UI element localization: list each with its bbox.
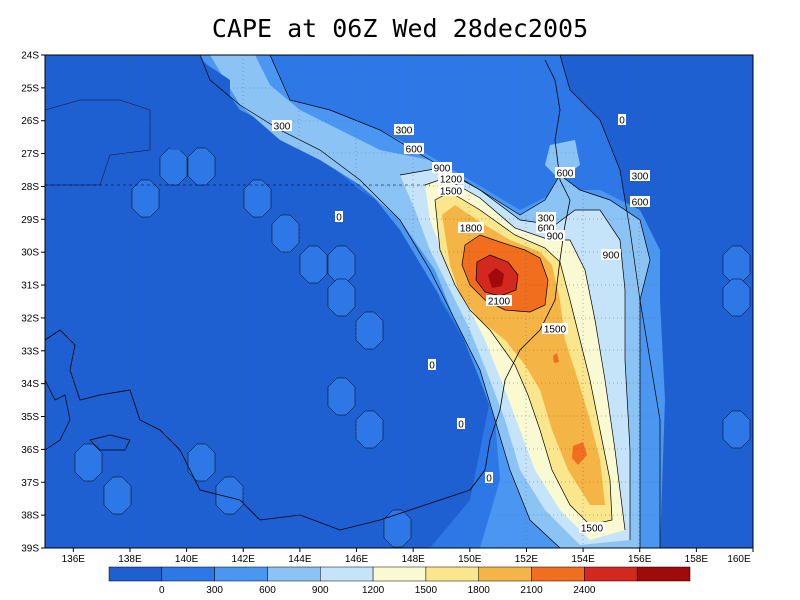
contour-labels: 300 3006009001200150001800210030060090060… [272, 114, 650, 535]
longitude-tick-label: 160E [727, 554, 751, 565]
longitude-tick-label: 138E [118, 554, 142, 565]
contour-label: 1200 [440, 175, 463, 186]
cape-field [45, 55, 753, 548]
colorbar-label: 900 [312, 585, 329, 596]
contour-label: 600 [406, 145, 423, 156]
colorbar-swatch [267, 566, 321, 582]
contour-label: 600 [538, 224, 555, 235]
longitude-axis: 136E 138E 140E 142E 144E 146E 148E 150E 152E 154E… [62, 548, 754, 565]
latitude-tick-label: 35S [21, 412, 39, 423]
contour-label: 300 [538, 214, 555, 225]
contour-label: 2100 [488, 297, 511, 308]
longitude-tick-label: 156E [628, 554, 652, 565]
colorbar-label: 300 [206, 585, 223, 596]
colorbar-label: 1800 [468, 585, 491, 596]
contour-label: 900 [603, 251, 620, 262]
latitude-tick-label: 34S [21, 379, 39, 390]
colorbar-swatch [372, 566, 427, 582]
contour-label: 0 [619, 116, 625, 127]
latitude-tick-label: 32S [21, 313, 39, 324]
colorbar-label: 600 [259, 585, 276, 596]
latitude-axis: 24S 25S 26S 27S 28S 29S 30S 31S 32S 33S 34S 35S 36S 3… [21, 51, 45, 555]
colorbar-label: 1200 [362, 585, 385, 596]
plot-frame [44, 54, 754, 549]
contour-label: 0 [458, 420, 464, 431]
longitude-tick-label: 140E [175, 554, 199, 565]
latitude-tick-label: 38S [21, 511, 39, 522]
contour-label: 0 [336, 213, 342, 224]
latitude-tick-label: 36S [21, 445, 39, 456]
contour-label: 0 [429, 361, 435, 372]
contour-label: 300 [632, 172, 649, 183]
longitude-tick-label: 136E [62, 554, 86, 565]
contour-label: 900 [434, 164, 451, 175]
longitude-tick-label: 148E [401, 554, 425, 565]
latitude-tick-label: 24S [21, 51, 39, 62]
colorbar-swatch [108, 566, 163, 582]
latitude-tick-label: 37S [21, 478, 39, 489]
longitude-tick-label: 158E [685, 554, 709, 565]
colorbar-swatch [320, 566, 374, 582]
latitude-tick-label: 25S [21, 83, 39, 94]
longitude-tick-label: 150E [458, 554, 482, 565]
longitude-tick-label: 146E [345, 554, 369, 565]
contour-label: 1500 [440, 187, 463, 198]
latitude-tick-label: 33S [21, 346, 39, 357]
contour-label: 600 [557, 169, 574, 180]
colorbar-swatch [636, 566, 691, 582]
contour-label: 300 [396, 126, 413, 137]
latitude-tick-label: 26S [21, 116, 39, 127]
colorbar-swatch [161, 566, 215, 582]
longitude-tick-label: 144E [288, 554, 312, 565]
latitude-tick-label: 29S [21, 215, 39, 226]
contour-label: 600 [632, 198, 649, 209]
colorbar-label: 2400 [573, 585, 596, 596]
longitude-tick-label: 152E [515, 554, 539, 565]
latitude-tick-label: 31S [21, 281, 39, 292]
contour-label: 300 [274, 122, 291, 133]
latitude-tick-label: 28S [21, 182, 39, 193]
colorbar-swatch [478, 566, 532, 582]
colorbar-label: 0 [159, 585, 165, 596]
contour-label: 1500 [544, 325, 567, 336]
longitude-tick-label: 142E [232, 554, 256, 565]
latitude-tick-label: 39S [21, 544, 39, 555]
latitude-tick-label: 27S [21, 149, 39, 160]
colorbar-swatch [214, 566, 268, 582]
colorbar: 0 300 600 900 1200 1500 1800 2100 2400 [108, 566, 691, 596]
colorbar-swatch [531, 566, 585, 582]
colorbar-swatch [584, 566, 638, 582]
colorbar-label: 2100 [520, 585, 543, 596]
contour-label: 900 [547, 232, 564, 243]
contour-label: 1500 [581, 524, 604, 535]
map-title: CAPE at 06Z Wed 28dec2005 [211, 14, 589, 43]
contour-label: 0 [486, 474, 492, 485]
contour-label: 1800 [460, 224, 483, 235]
longitude-tick-label: 154E [571, 554, 595, 565]
colorbar-label: 1500 [415, 585, 438, 596]
colorbar-swatch [425, 566, 479, 582]
latitude-tick-label: 30S [21, 248, 39, 259]
